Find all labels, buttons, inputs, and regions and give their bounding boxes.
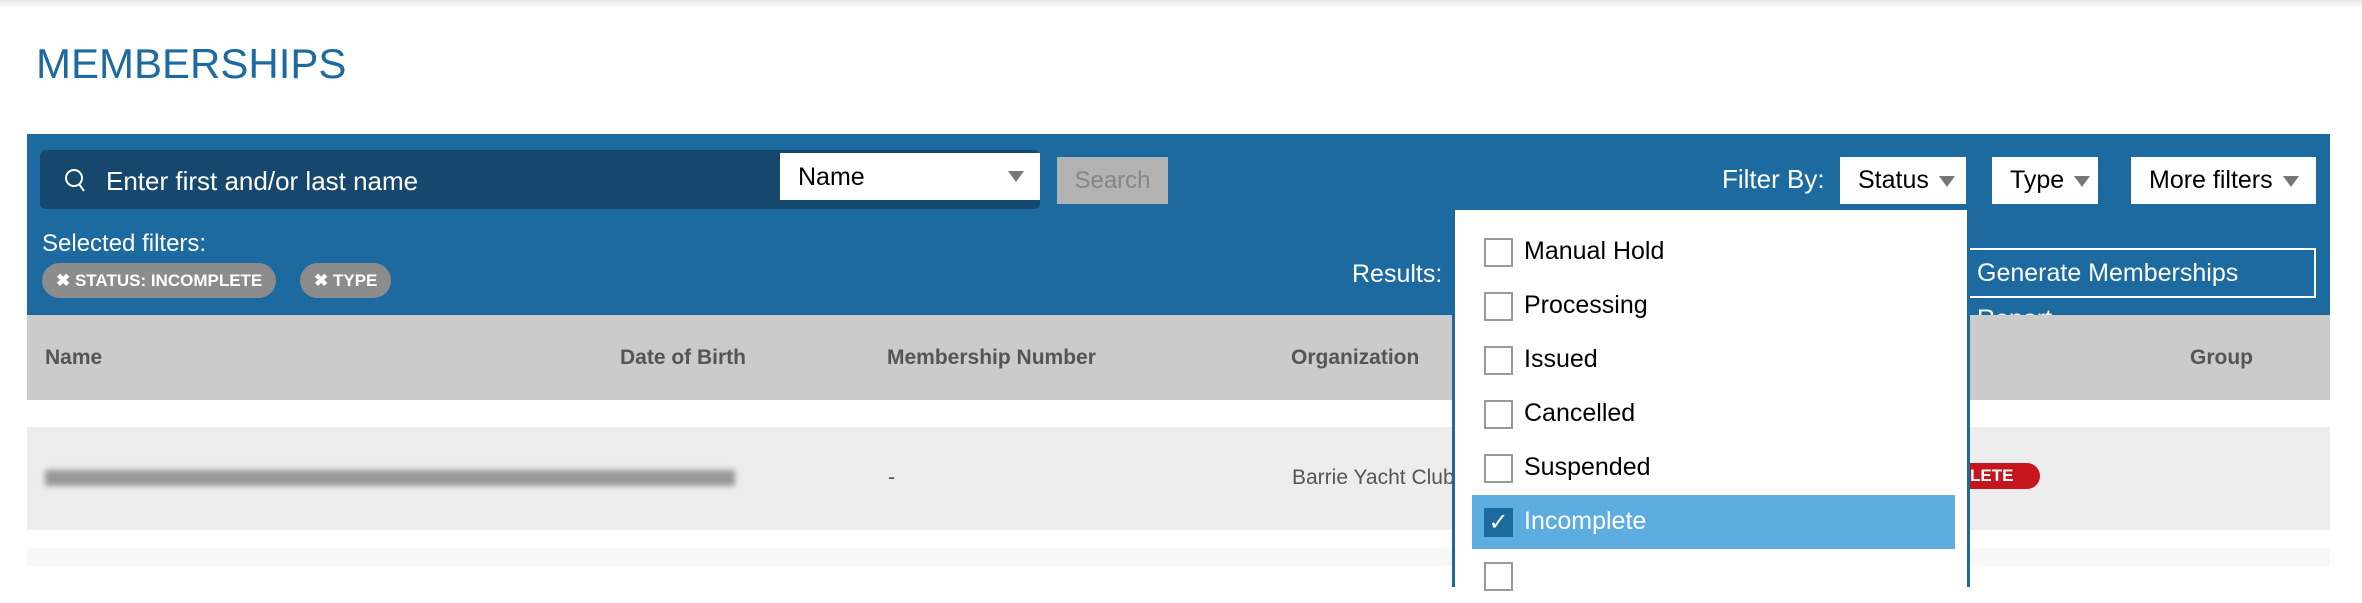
chevron-down-icon xyxy=(2074,175,2091,187)
search-icon xyxy=(65,169,85,192)
checkbox[interactable]: ✓ xyxy=(1484,508,1513,537)
status-option[interactable]: Issued xyxy=(1472,333,1955,387)
checkbox[interactable] xyxy=(1484,400,1513,429)
button-label: Type xyxy=(2010,166,2065,194)
search-placeholder: Enter first and/or last name xyxy=(106,166,419,196)
more-filters-button[interactable]: More filters xyxy=(2131,157,2316,204)
generate-report-button[interactable]: Generate Memberships Report xyxy=(1965,248,2316,333)
option-label: Processing xyxy=(1524,291,1648,319)
option-label: Cancelled xyxy=(1524,399,1636,427)
status-option[interactable] xyxy=(1472,549,1955,603)
column-header-name[interactable]: Name xyxy=(45,346,103,369)
checkbox[interactable] xyxy=(1484,292,1513,321)
status-option[interactable]: Processing xyxy=(1472,279,1955,333)
chip-label: STATUS: INCOMPLETE xyxy=(74,271,263,290)
status-option[interactable]: Manual Hold xyxy=(1472,225,1955,279)
column-header-organization[interactable]: Organization xyxy=(1291,346,1420,369)
chevron-down-icon xyxy=(1008,171,1024,182)
type-filter-button[interactable]: Type xyxy=(1992,157,2098,204)
option-label: Incomplete xyxy=(1524,507,1647,535)
status-filter-button[interactable]: Status xyxy=(1840,157,1966,204)
option-label: Manual Hold xyxy=(1524,237,1665,265)
option-label: Suspended xyxy=(1524,453,1651,481)
table-row[interactable] xyxy=(27,548,2330,566)
search-button[interactable]: Search xyxy=(1057,157,1168,204)
checkbox[interactable] xyxy=(1484,346,1513,375)
redacted-name-dob xyxy=(45,470,735,486)
membership-number-cell: - xyxy=(888,466,895,489)
status-option[interactable]: Suspended xyxy=(1472,441,1955,495)
filter-by-label: Filter By: xyxy=(1722,164,1825,194)
chevron-down-icon xyxy=(1938,175,1955,187)
top-shadow xyxy=(0,0,2362,8)
column-header-dob[interactable]: Date of Birth xyxy=(620,346,746,369)
checkbox[interactable] xyxy=(1484,454,1513,483)
button-label: Status xyxy=(1858,166,1929,194)
table-header xyxy=(27,315,2330,400)
results-label: Results: xyxy=(1352,260,1443,288)
select-value: Name xyxy=(798,163,865,191)
selected-filters-label: Selected filters: xyxy=(42,230,207,257)
page-title: MEMBERSHIPS xyxy=(36,40,347,87)
filter-chip-type[interactable]: ✖ TYPE xyxy=(300,263,392,298)
status-option[interactable]: ✓ Incomplete xyxy=(1472,495,1955,549)
organization-cell: Barrie Yacht Club xyxy=(1292,466,1455,489)
button-label: More filters xyxy=(2149,166,2273,194)
chip-label: TYPE xyxy=(332,271,378,290)
search-field-select[interactable]: Name xyxy=(780,153,1040,200)
option-label: Issued xyxy=(1524,345,1598,373)
status-option[interactable]: Cancelled xyxy=(1472,387,1955,441)
chevron-down-icon xyxy=(2282,175,2299,187)
checkbox[interactable] xyxy=(1484,238,1513,267)
filter-chip-status[interactable]: ✖ STATUS: INCOMPLETE xyxy=(42,263,277,298)
column-header-membership-number[interactable]: Membership Number xyxy=(887,346,1096,369)
checkbox[interactable] xyxy=(1484,562,1513,591)
column-header-group[interactable]: Group xyxy=(2190,346,2253,369)
